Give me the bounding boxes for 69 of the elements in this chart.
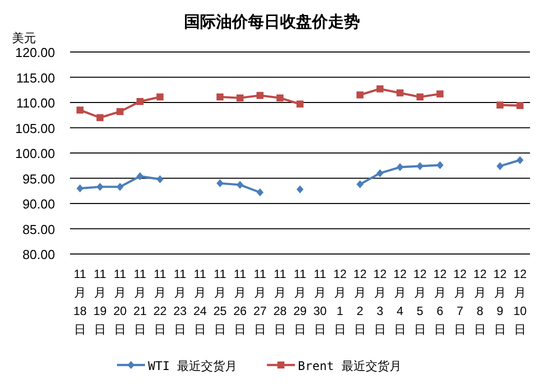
point [256,92,264,99]
y-tick-label: 115.00 [16,70,55,86]
point [156,175,164,184]
point [96,182,104,191]
x-tick-label: 12月3日 [373,267,387,336]
point [396,89,404,96]
x-tick-label: 12月4日 [393,267,407,336]
y-tick-label: 95.00 [22,171,55,186]
x-tick-label: 11月22日 [153,267,167,336]
point [396,163,404,172]
chart-title: 国际油价每日收盘价走势 [184,13,360,31]
point [516,102,524,110]
y-tick-label: 100.00 [15,146,55,161]
point [136,98,144,105]
legend-label: WTI 最近交货月 [148,359,237,373]
point [296,100,304,108]
point [76,106,84,114]
point [116,108,124,116]
y-tick-label: 85.00 [22,222,55,237]
point [136,172,144,180]
point [416,93,424,100]
x-tick-label: 11月21日 [133,267,147,336]
x-tick-label: 11月30日 [313,267,327,336]
x-tick-label: 12月8日 [473,267,487,336]
x-tick-label: 11月27日 [253,267,267,336]
x-tick-label: 12月10日 [513,267,527,336]
point [216,93,224,100]
x-tick-label: 12月9日 [493,267,507,336]
point [256,188,264,196]
point [116,182,124,191]
x-tick-label: 12月5日 [413,267,427,336]
y-tick-label: 90.00 [22,196,55,212]
point [436,90,444,98]
y-tick-label: 110.00 [16,96,55,110]
x-tick-label: 11月25日 [213,267,227,336]
y-tick-label: 120.00 [15,45,55,60]
point [356,180,364,188]
x-tick-label: 11月26日 [233,267,247,336]
x-tick-label: 11月23日 [173,267,187,336]
point [496,162,504,170]
point [496,102,504,109]
point [376,85,384,92]
x-tick-label: 11月20日 [113,267,127,336]
x-tick-label: 12月7日 [453,267,467,336]
point [236,180,244,189]
point [296,185,304,194]
x-tick-label: 12月1日 [333,267,347,336]
x-tick-label: 11月19日 [93,267,107,336]
x-tick-label: 11月28日 [273,267,287,336]
x-tick-label: 12月2日 [353,267,367,336]
x-tick-label: 11月18日 [73,267,87,336]
y-tick-label: 80.00 [22,247,55,262]
x-tick-label: 12月6日 [433,267,447,336]
point [416,162,424,170]
point [436,161,444,170]
point [376,169,384,178]
point [96,114,104,122]
point [76,184,84,192]
x-tick-label: 11月29日 [293,267,307,336]
point [156,93,164,100]
y-tick-label: 105.00 [15,120,55,136]
point [216,179,224,188]
legend-label: Brent 最近交货月 [298,359,402,373]
x-tick-label: 11月24日 [193,267,207,336]
point [236,94,244,102]
point [356,91,364,98]
y-axis-title: 美元 [12,31,36,45]
point [516,156,524,164]
point [276,94,284,102]
